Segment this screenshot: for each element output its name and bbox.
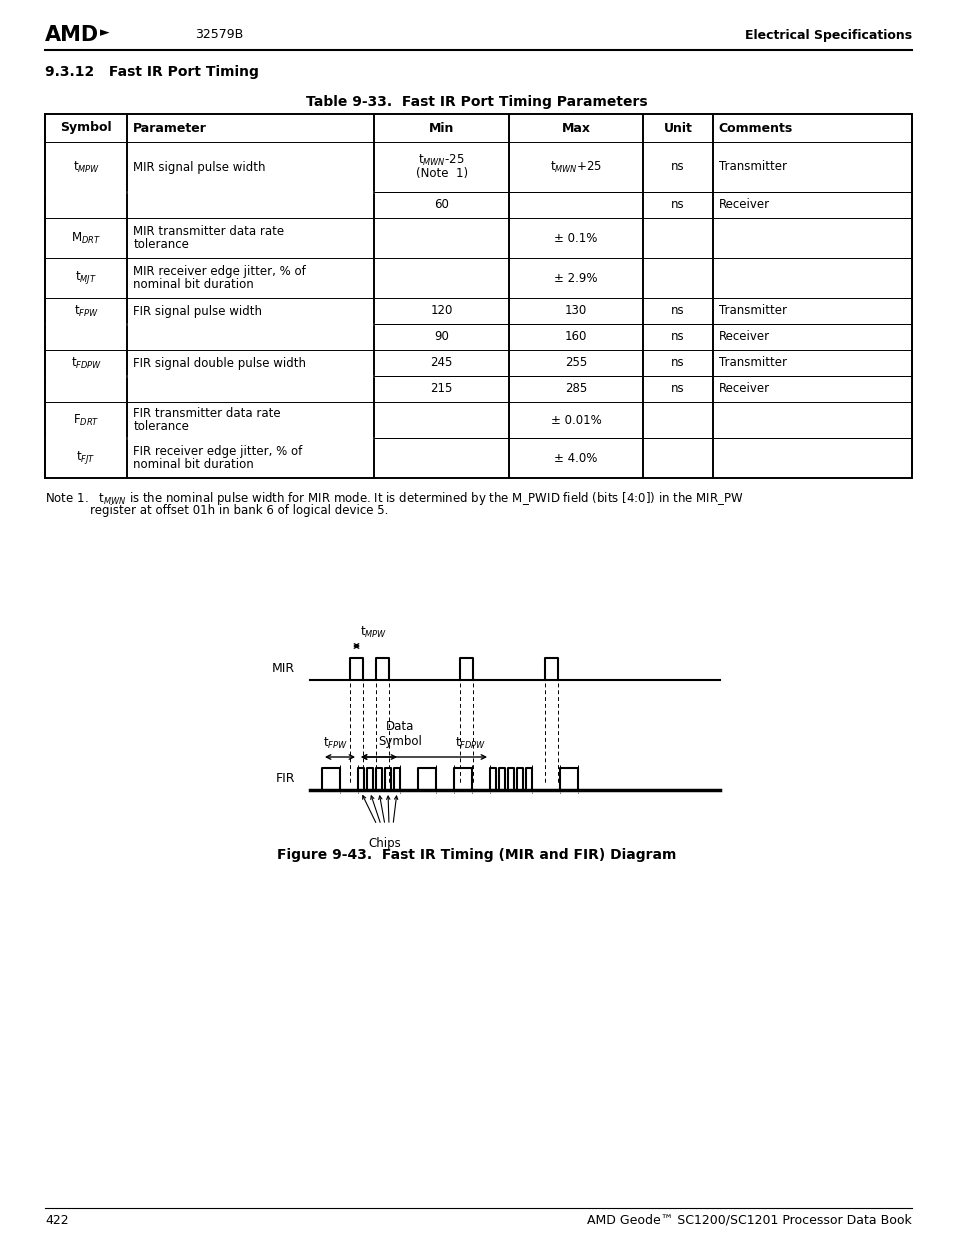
Text: ns: ns bbox=[670, 383, 684, 395]
Text: ►: ► bbox=[100, 26, 110, 40]
Text: t$_{MWN}$+25: t$_{MWN}$+25 bbox=[549, 159, 601, 174]
Text: ± 0.01%: ± 0.01% bbox=[550, 414, 600, 426]
Text: Table 9-33.  Fast IR Port Timing Parameters: Table 9-33. Fast IR Port Timing Paramete… bbox=[306, 95, 647, 109]
Text: 120: 120 bbox=[430, 305, 453, 317]
Text: Chips: Chips bbox=[368, 837, 401, 850]
Text: Transmitter: Transmitter bbox=[718, 357, 786, 369]
Text: Comments: Comments bbox=[718, 121, 792, 135]
Text: t$_{MWN}$-25: t$_{MWN}$-25 bbox=[418, 153, 464, 168]
Text: Transmitter: Transmitter bbox=[718, 305, 786, 317]
Text: MIR signal pulse width: MIR signal pulse width bbox=[133, 161, 266, 173]
Text: Unit: Unit bbox=[662, 121, 692, 135]
Text: ns: ns bbox=[670, 357, 684, 369]
Text: FIR receiver edge jitter, % of: FIR receiver edge jitter, % of bbox=[133, 445, 302, 458]
Text: FIR transmitter data rate: FIR transmitter data rate bbox=[133, 408, 281, 420]
Text: t$_{MPW}$: t$_{MPW}$ bbox=[72, 159, 100, 174]
Text: 245: 245 bbox=[430, 357, 453, 369]
Text: 285: 285 bbox=[564, 383, 586, 395]
Bar bbox=[45, 114, 911, 478]
Text: AMD Geode™ SC1200/SC1201 Processor Data Book: AMD Geode™ SC1200/SC1201 Processor Data … bbox=[587, 1214, 911, 1226]
Text: nominal bit duration: nominal bit duration bbox=[133, 458, 253, 471]
Text: Receiver: Receiver bbox=[718, 331, 769, 343]
Text: Data
Symbol: Data Symbol bbox=[377, 720, 421, 748]
Text: AMD: AMD bbox=[45, 25, 99, 44]
Text: 422: 422 bbox=[45, 1214, 69, 1226]
Bar bbox=[45, 114, 911, 478]
Text: Parameter: Parameter bbox=[133, 121, 207, 135]
Text: Transmitter: Transmitter bbox=[718, 161, 786, 173]
Text: 160: 160 bbox=[564, 331, 587, 343]
Text: 215: 215 bbox=[430, 383, 453, 395]
Text: MIR transmitter data rate: MIR transmitter data rate bbox=[133, 225, 284, 238]
Text: Note 1.   t$_{MWN}$ is the nominal pulse width for MIR mode. It is determined by: Note 1. t$_{MWN}$ is the nominal pulse w… bbox=[45, 490, 742, 508]
Text: 60: 60 bbox=[434, 199, 449, 211]
Text: M$_{DRT}$: M$_{DRT}$ bbox=[71, 231, 101, 246]
Text: tolerance: tolerance bbox=[133, 420, 189, 433]
Text: MIR: MIR bbox=[272, 662, 294, 676]
Text: ns: ns bbox=[670, 331, 684, 343]
Text: t$_{FDPW}$: t$_{FDPW}$ bbox=[71, 356, 102, 370]
Text: Max: Max bbox=[561, 121, 590, 135]
Text: Figure 9-43.  Fast IR Timing (MIR and FIR) Diagram: Figure 9-43. Fast IR Timing (MIR and FIR… bbox=[277, 848, 676, 862]
Text: FIR: FIR bbox=[275, 773, 294, 785]
Text: t$_{FDPW}$: t$_{FDPW}$ bbox=[455, 736, 486, 751]
Text: (Note  1): (Note 1) bbox=[416, 167, 467, 180]
Text: 255: 255 bbox=[564, 357, 586, 369]
Text: FIR signal pulse width: FIR signal pulse width bbox=[133, 305, 262, 317]
Text: 90: 90 bbox=[434, 331, 449, 343]
Text: Min: Min bbox=[429, 121, 454, 135]
Text: ± 4.0%: ± 4.0% bbox=[554, 452, 598, 464]
Text: Symbol: Symbol bbox=[60, 121, 112, 135]
Text: nominal bit duration: nominal bit duration bbox=[133, 278, 253, 291]
Text: 130: 130 bbox=[564, 305, 586, 317]
Text: t$_{FJT}$: t$_{FJT}$ bbox=[76, 450, 96, 467]
Text: FIR signal double pulse width: FIR signal double pulse width bbox=[133, 357, 306, 369]
Text: ns: ns bbox=[670, 305, 684, 317]
Text: F$_{DRT}$: F$_{DRT}$ bbox=[72, 412, 99, 427]
Text: ns: ns bbox=[670, 161, 684, 173]
Text: t$_{MPW}$: t$_{MPW}$ bbox=[360, 625, 387, 640]
Text: Electrical Specifications: Electrical Specifications bbox=[744, 28, 911, 42]
Text: 9.3.12   Fast IR Port Timing: 9.3.12 Fast IR Port Timing bbox=[45, 65, 258, 79]
Text: Receiver: Receiver bbox=[718, 383, 769, 395]
Text: tolerance: tolerance bbox=[133, 238, 189, 251]
Text: 32579B: 32579B bbox=[194, 28, 243, 42]
Text: ± 2.9%: ± 2.9% bbox=[554, 272, 598, 284]
Text: MIR receiver edge jitter, % of: MIR receiver edge jitter, % of bbox=[133, 266, 306, 278]
Text: t$_{FPW}$: t$_{FPW}$ bbox=[73, 304, 98, 319]
Text: t$_{FPW}$: t$_{FPW}$ bbox=[323, 736, 348, 751]
Text: t$_{MJT}$: t$_{MJT}$ bbox=[75, 269, 97, 287]
Text: register at offset 01h in bank 6 of logical device 5.: register at offset 01h in bank 6 of logi… bbox=[45, 504, 388, 517]
Text: Receiver: Receiver bbox=[718, 199, 769, 211]
Text: ± 0.1%: ± 0.1% bbox=[554, 231, 598, 245]
Text: ns: ns bbox=[670, 199, 684, 211]
